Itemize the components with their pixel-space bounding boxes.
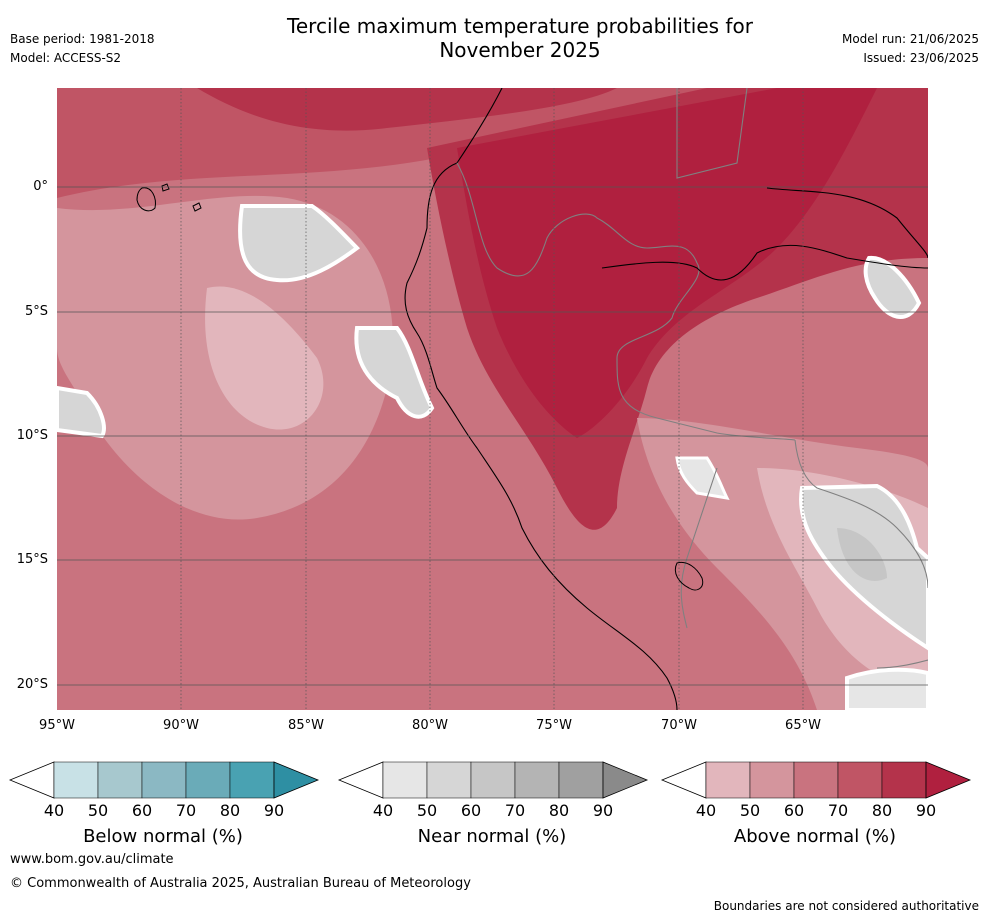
colorbar-tick-label: 40 — [372, 801, 394, 820]
colorbar-segment — [185, 761, 231, 799]
colorbar-tick-label: 60 — [783, 801, 805, 820]
title-line-2: November 2025 — [439, 38, 601, 62]
colorbar-segment — [426, 761, 472, 799]
band-40-west — [205, 286, 324, 430]
border-bolivia-paraguay — [876, 659, 928, 669]
lat-label-5s: 5°S — [24, 304, 48, 319]
colorbar-above-label: Above normal (%) — [733, 826, 897, 847]
colorbar-segment — [558, 761, 604, 799]
colorbar-tick-label: 90 — [592, 801, 614, 820]
colorbar-tick-label: 70 — [504, 801, 526, 820]
colorbar-max-arrow — [273, 761, 320, 799]
colorbar-segment — [229, 761, 275, 799]
lon-label-75w: 75°W — [536, 718, 572, 733]
colorbar-min-arrow — [660, 761, 707, 799]
model-name: Model: ACCESS-S2 — [10, 51, 122, 65]
colorbar-tick-label: 50 — [739, 801, 761, 820]
band-80-north — [197, 88, 617, 131]
disclaimer: Boundaries are not considered authoritat… — [713, 899, 979, 913]
colorbars — [8, 761, 972, 799]
copyright: © Commonwealth of Australia 2025, Austra… — [10, 876, 471, 891]
near-normal-patch-5 — [845, 667, 928, 710]
colorbar-tick-label: 80 — [871, 801, 893, 820]
colorbar-tick-label: 70 — [827, 801, 849, 820]
colorbar-tick-label: 80 — [219, 801, 241, 820]
border-colombia-venezuela-brazil — [676, 88, 748, 179]
lake-titicaca — [674, 561, 704, 591]
colorbar-min-arrow — [337, 761, 384, 799]
colorbar-segment — [705, 761, 751, 799]
colorbar-tick-label: 40 — [43, 801, 65, 820]
colorbar-segment — [53, 761, 99, 799]
colorbar-tick-label: 40 — [695, 801, 717, 820]
colorbar-segment — [749, 761, 795, 799]
colorbar-tick-label: 60 — [131, 801, 153, 820]
map-canvas — [57, 88, 928, 710]
title-line-1: Tercile maximum temperature probabilitie… — [287, 14, 753, 38]
colorbar-tick-label: 90 — [915, 801, 937, 820]
base-period: Base period: 1981-2018 — [10, 32, 155, 46]
band-90-amazon — [457, 88, 877, 438]
colorbar-segment — [97, 761, 143, 799]
colorbar-max-arrow — [602, 761, 649, 799]
rio-negro — [766, 187, 928, 259]
border-peru-ecuador-colombia — [456, 162, 796, 441]
colorbar-above — [660, 761, 972, 799]
colorbar-max-arrow — [925, 761, 972, 799]
lat-label-15s: 15°S — [16, 552, 48, 567]
graticule — [180, 88, 804, 710]
probability-map — [57, 88, 928, 710]
lon-label-95w: 95°W — [39, 718, 75, 733]
colorbar-segment — [382, 761, 428, 799]
colorbar-segment — [470, 761, 516, 799]
galapagos-islet-1 — [161, 183, 170, 192]
galapagos-islands — [136, 187, 156, 212]
lon-label-85w: 85°W — [288, 718, 324, 733]
coastline — [404, 88, 678, 710]
near-normal-patch-4-core — [837, 528, 887, 581]
border-peru-bolivia — [680, 467, 718, 629]
colorbar-segment — [881, 761, 927, 799]
colorbar-near-label: Near normal (%) — [417, 826, 567, 847]
lat-label-0: 0° — [33, 179, 48, 194]
colorbar-below-label: Below normal (%) — [83, 826, 243, 847]
colorbar-tick-label: 80 — [548, 801, 570, 820]
model-run: Model run: 21/06/2025 — [841, 32, 979, 46]
galapagos-islet-2 — [192, 202, 202, 212]
issued-date: Issued: 23/06/2025 — [863, 51, 979, 65]
colorbar-below — [8, 761, 320, 799]
latitude-lines — [57, 186, 928, 686]
colorbar-tick-label: 70 — [175, 801, 197, 820]
colorbar-segment — [141, 761, 187, 799]
colorbar-tick-label: 90 — [263, 801, 285, 820]
lon-label-70w: 70°W — [661, 718, 697, 733]
near-normal-patch-1 — [238, 204, 361, 283]
colorbar-min-arrow — [8, 761, 55, 799]
lat-label-20s: 20°S — [16, 677, 48, 692]
colorbar-tick-label: 60 — [460, 801, 482, 820]
colorbar-segment — [837, 761, 883, 799]
lon-label-90w: 90°W — [163, 718, 199, 733]
colorbar-tick-label: 50 — [87, 801, 109, 820]
near-normal-patch-2 — [354, 326, 435, 419]
colorbar-tick-label: 50 — [416, 801, 438, 820]
map-title: Tercile maximum temperature probabilitie… — [0, 14, 988, 62]
colorbar-near — [337, 761, 649, 799]
lat-label-10s: 10°S — [16, 428, 48, 443]
near-normal-patch-6 — [863, 255, 922, 319]
amazon-river — [601, 244, 928, 281]
border-bolivia-brazil — [794, 439, 928, 589]
lon-label-80w: 80°W — [412, 718, 448, 733]
colorbar-segment — [793, 761, 839, 799]
near-normal-patch-7 — [675, 456, 730, 500]
colorbar-segment — [514, 761, 560, 799]
website-url: www.bom.gov.au/climate — [10, 852, 174, 867]
lon-label-65w: 65°W — [785, 718, 821, 733]
